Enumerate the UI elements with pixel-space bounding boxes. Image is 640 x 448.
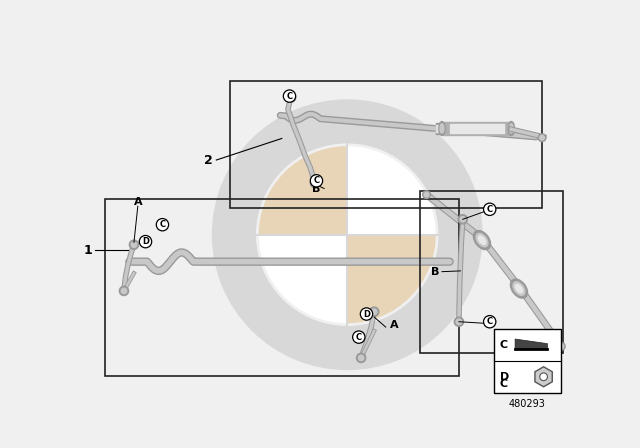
Text: 2: 2 [204, 154, 212, 167]
Text: C: C [486, 205, 493, 214]
Ellipse shape [511, 279, 527, 298]
Circle shape [559, 344, 564, 349]
Text: B: B [312, 184, 320, 194]
Ellipse shape [476, 233, 488, 247]
Ellipse shape [513, 282, 525, 295]
Text: C: C [486, 317, 493, 326]
Circle shape [312, 181, 317, 186]
Circle shape [129, 240, 139, 250]
Circle shape [460, 217, 465, 222]
Text: D: D [500, 372, 509, 382]
Circle shape [454, 317, 463, 326]
Circle shape [119, 286, 129, 296]
Text: C: C [159, 220, 166, 229]
Circle shape [121, 288, 127, 293]
Text: C: C [356, 332, 362, 342]
Circle shape [371, 309, 377, 314]
Text: D: D [142, 237, 149, 246]
Wedge shape [348, 146, 436, 235]
Circle shape [424, 192, 429, 197]
Circle shape [310, 178, 319, 188]
Circle shape [557, 343, 565, 350]
Text: A: A [134, 197, 142, 207]
Text: C: C [314, 177, 319, 185]
Circle shape [538, 134, 546, 142]
Text: C: C [500, 340, 508, 350]
Text: B: B [431, 267, 440, 277]
Ellipse shape [509, 124, 513, 133]
Ellipse shape [474, 231, 490, 250]
Circle shape [131, 242, 137, 247]
Circle shape [287, 93, 296, 102]
Polygon shape [515, 339, 547, 349]
Text: C: C [500, 379, 508, 389]
Wedge shape [259, 235, 348, 323]
Ellipse shape [440, 124, 444, 133]
Text: D: D [363, 310, 370, 319]
Circle shape [358, 355, 364, 361]
Circle shape [289, 95, 294, 100]
Circle shape [422, 191, 431, 198]
Circle shape [458, 215, 467, 224]
Wedge shape [348, 235, 436, 323]
Ellipse shape [508, 121, 515, 135]
Circle shape [456, 319, 461, 324]
Bar [493, 329, 561, 392]
Circle shape [540, 373, 547, 381]
Ellipse shape [478, 236, 486, 245]
Ellipse shape [515, 284, 523, 293]
Text: 1: 1 [84, 244, 92, 257]
Text: 480293: 480293 [509, 399, 546, 409]
Polygon shape [535, 367, 552, 387]
Circle shape [369, 307, 379, 316]
Text: C: C [287, 91, 292, 101]
Text: A: A [390, 320, 398, 330]
Ellipse shape [439, 121, 445, 135]
Circle shape [356, 353, 365, 362]
Wedge shape [259, 146, 348, 235]
Circle shape [540, 135, 545, 140]
